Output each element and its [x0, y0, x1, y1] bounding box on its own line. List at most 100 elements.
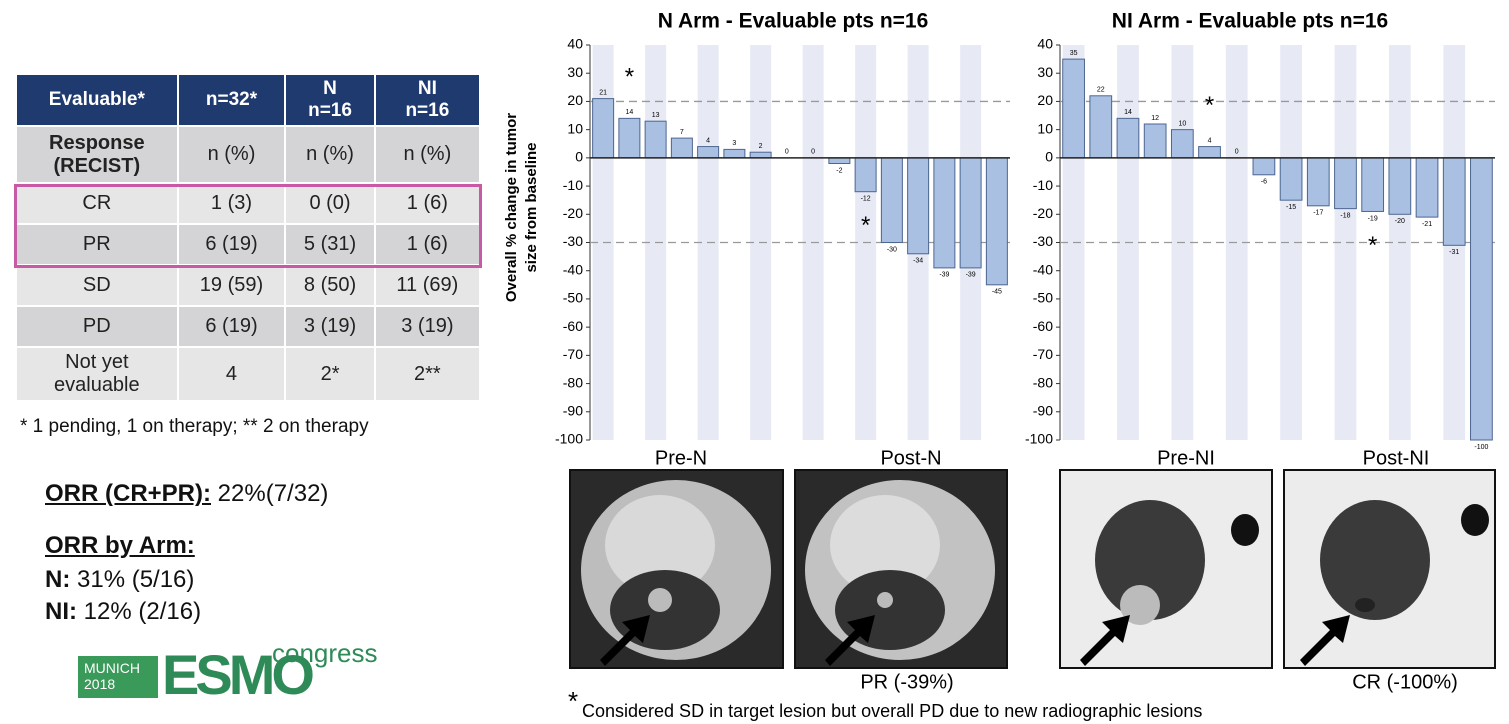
y-tick-label: -100: [555, 431, 583, 447]
table-cell: 19 (59): [176, 264, 287, 307]
stripe: [1225, 45, 1248, 440]
table-cell: 1 (6): [373, 223, 482, 266]
table-cell: 8 (50): [284, 264, 376, 307]
ct-scan: [794, 469, 1008, 669]
arm-label: N:: [45, 566, 71, 593]
arm-value: 12% (2/16): [83, 598, 202, 625]
stripe: [592, 45, 614, 440]
ct-scan: [1059, 469, 1273, 669]
y-tick-label: -20: [1033, 205, 1053, 221]
bar: [670, 137, 693, 159]
ct-lesion: [1120, 585, 1160, 625]
value-label: 4: [1208, 137, 1212, 144]
y-tick-label: -40: [563, 261, 583, 277]
bar: [985, 157, 1008, 286]
bar: [697, 146, 720, 159]
bar: [880, 157, 903, 244]
y-tick-label: -20: [563, 205, 583, 221]
value-label: 7: [680, 129, 684, 136]
stripe: [802, 45, 824, 440]
value-label: 2: [759, 143, 763, 150]
table-cell: 2*: [284, 346, 376, 402]
bar: [1361, 157, 1385, 212]
value-label: 0: [811, 149, 815, 156]
value-label: -39: [939, 272, 949, 279]
image-label: Post-NI: [1363, 447, 1430, 469]
ct-body: [805, 480, 995, 660]
ct-lung: [1320, 500, 1430, 620]
table-cell: CR: [15, 182, 179, 225]
bar: [933, 157, 956, 269]
header-row: Evaluable* n=32* N n=16 NI n=16: [15, 73, 482, 127]
table-cell: 2**: [373, 346, 482, 402]
bar: [723, 148, 746, 159]
table-row: SD 19 (59) 8 (50) 11 (69): [15, 264, 482, 307]
table-cell: n (%): [373, 125, 482, 184]
bar: [1170, 129, 1194, 159]
y-tick-label: 40: [1037, 36, 1053, 52]
table-cell: 3 (19): [284, 305, 376, 348]
bar: [828, 157, 851, 165]
annotation: *: [861, 212, 870, 239]
arm-line: NI: 12% (2/16): [45, 598, 201, 626]
table-cell: n (%): [284, 125, 376, 184]
stripe: [960, 45, 982, 440]
bar: [1442, 157, 1466, 246]
header-cell: Evaluable*: [15, 73, 179, 127]
value-label: -31: [1449, 249, 1459, 256]
y-tick-label: -30: [563, 233, 583, 249]
value-label: -100: [1474, 444, 1488, 451]
value-label: -12: [861, 196, 871, 203]
ct-organ: [605, 495, 715, 595]
logo-brand: ESMO: [162, 643, 315, 706]
bar: [1143, 123, 1167, 159]
y-tick-label: 0: [1045, 149, 1053, 165]
value-label: -17: [1313, 210, 1323, 217]
image-label: Post-N: [880, 447, 941, 469]
value-label: 12: [1151, 115, 1159, 122]
highlight-box: [14, 184, 482, 268]
value-label: -34: [913, 258, 923, 265]
table-cell: 1 (6): [373, 182, 482, 225]
value-label: -39: [966, 272, 976, 279]
stripe: [1062, 45, 1085, 440]
y-tick-label: -60: [1033, 318, 1053, 334]
table-cell: 1 (3): [176, 182, 287, 225]
chart-title: N Arm - Evaluable pts n=16: [658, 10, 929, 33]
annotation: *: [1205, 92, 1214, 119]
bar: [1388, 157, 1412, 215]
table-cell: 6 (19): [176, 305, 287, 348]
value-label: -15: [1286, 204, 1296, 211]
ct-lung: [835, 570, 945, 650]
bar: [1198, 146, 1221, 159]
header-cell: NI n=16: [373, 73, 482, 127]
bar: [1062, 58, 1085, 159]
arm-value: 31% (5/16): [77, 566, 195, 593]
table-row: CR 1 (3) 0 (0) 1 (6): [15, 182, 482, 225]
stripe: [907, 45, 929, 440]
y-tick-label: -80: [563, 374, 583, 390]
table-row: Not yet evaluable 4 2* 2**: [15, 346, 482, 402]
y-tick-label: -100: [1025, 431, 1053, 447]
bar: [959, 157, 982, 269]
bar: [1306, 157, 1330, 207]
value-label: 4: [706, 137, 710, 144]
stripe: [1280, 45, 1302, 440]
bar: [592, 98, 615, 159]
footnote-mark: *: [568, 686, 578, 716]
bar: [1089, 95, 1113, 159]
y-tick-label: -10: [563, 177, 583, 193]
ct-scar: [1355, 598, 1375, 612]
image-footnote: Considered SD in target lesion but overa…: [582, 701, 1202, 721]
table-footnote: * 1 pending, 1 on therapy; ** 2 on thera…: [20, 416, 369, 437]
value-label: -45: [992, 289, 1002, 296]
logo-word: congress: [272, 638, 378, 668]
value-label: -18: [1340, 212, 1350, 219]
image-result: PR (-39%): [860, 671, 953, 693]
value-label: 14: [625, 109, 633, 116]
bar: [749, 151, 772, 159]
arrow: [1080, 615, 1130, 666]
y-tick-label: 10: [567, 120, 583, 136]
stripe: [855, 45, 877, 440]
